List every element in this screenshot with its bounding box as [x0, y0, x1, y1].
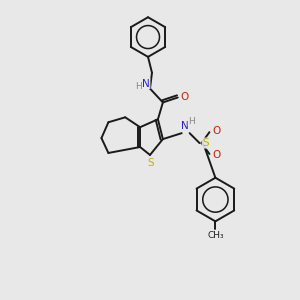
Text: S: S: [148, 158, 154, 168]
Text: CH₃: CH₃: [207, 231, 224, 240]
Text: O: O: [212, 126, 220, 136]
Text: H: H: [188, 117, 195, 126]
Text: O: O: [212, 150, 220, 160]
Text: O: O: [181, 92, 189, 103]
Text: H: H: [135, 82, 142, 91]
Text: S: S: [202, 138, 209, 148]
Text: N: N: [181, 121, 189, 131]
Text: N: N: [142, 79, 150, 88]
